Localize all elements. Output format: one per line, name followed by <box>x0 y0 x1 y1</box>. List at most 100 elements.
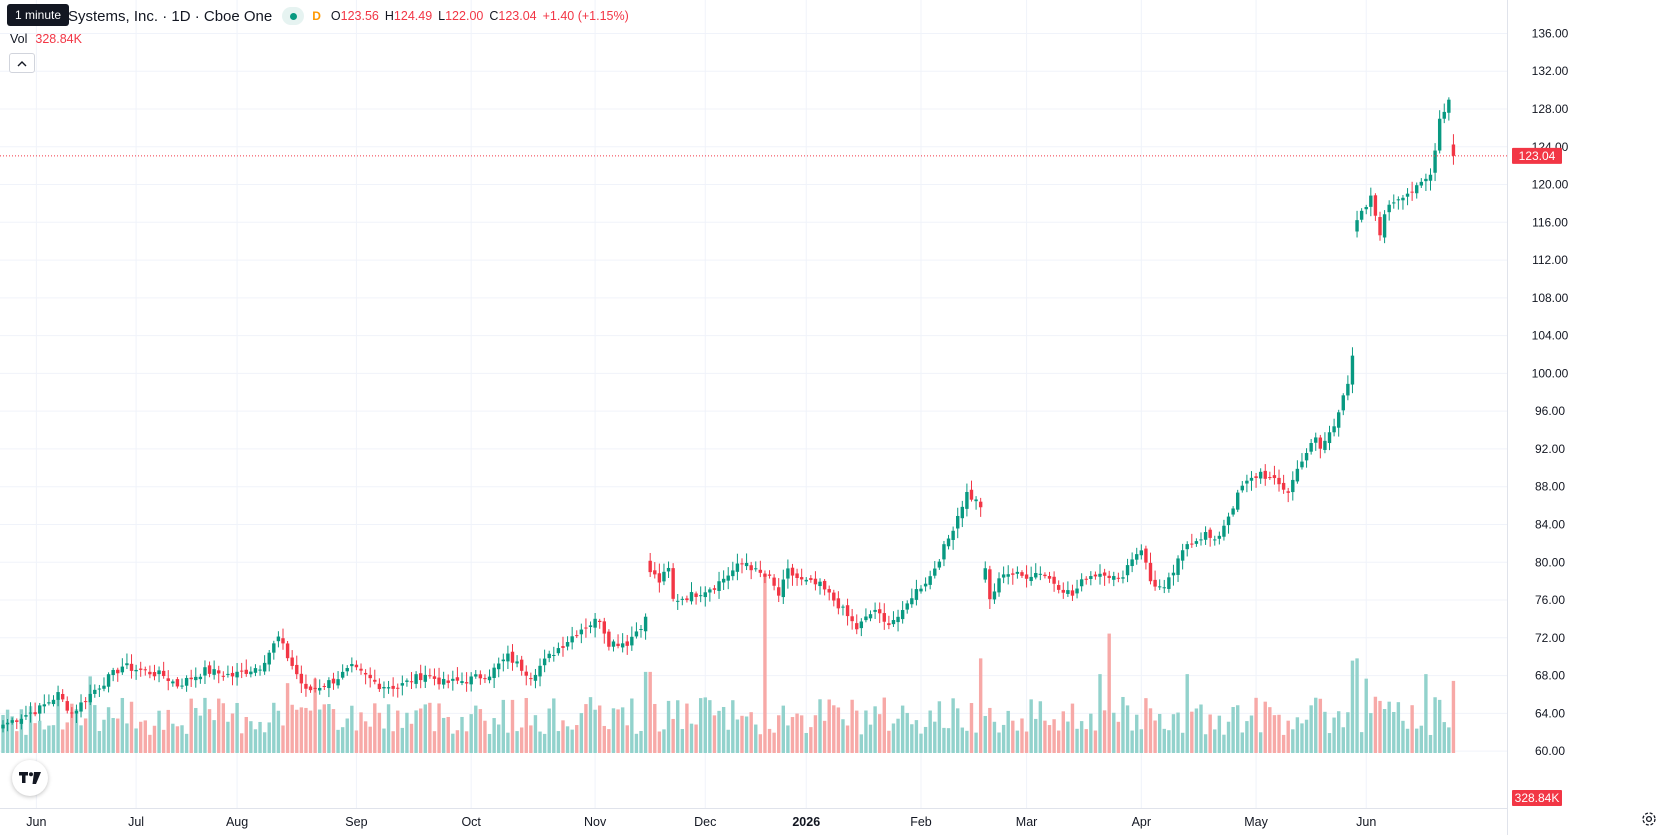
candle-body <box>441 678 446 685</box>
volume-bar <box>226 721 230 753</box>
volume-label[interactable]: Vol <box>10 32 28 46</box>
volume-bar <box>258 721 262 753</box>
volume-bar <box>1314 697 1318 753</box>
candle-body <box>129 663 134 671</box>
candle-body <box>396 687 400 689</box>
candle-body <box>896 616 900 623</box>
tradingview-logo-icon[interactable] <box>12 760 48 796</box>
candle-body <box>474 674 478 677</box>
volume-bar <box>497 724 501 753</box>
volume-bar <box>685 703 689 753</box>
candle-body <box>1217 535 1222 539</box>
candle-body <box>285 643 290 659</box>
candle-body <box>1070 590 1075 596</box>
candle-body <box>864 616 868 621</box>
last-volume-label: 328.84K <box>1515 791 1560 805</box>
candle-body <box>295 664 299 675</box>
candle-body <box>611 641 616 647</box>
candle-body <box>97 688 102 690</box>
candle-body <box>478 674 483 679</box>
volume-bar <box>758 734 763 753</box>
volume-bar <box>542 733 547 753</box>
candle-body <box>313 687 317 689</box>
volume-bar <box>818 699 822 753</box>
candle-body <box>781 579 785 598</box>
candle-body <box>1047 576 1052 579</box>
candle-body <box>827 589 831 593</box>
volume-bar <box>905 712 909 753</box>
volume-bar <box>1364 678 1368 753</box>
candle-body <box>620 643 625 648</box>
candle-body <box>992 591 997 600</box>
volume-bar <box>474 705 478 753</box>
volume-bar <box>460 716 464 753</box>
volume-bar <box>1263 701 1267 753</box>
collapse-legend-button[interactable] <box>9 53 35 73</box>
volume-bar <box>93 705 97 753</box>
volume-bar <box>726 729 730 753</box>
candle-body <box>841 606 845 608</box>
symbol-title[interactable]: Systems, Inc. · 1D · Cboe One <box>68 7 273 25</box>
candle-body <box>602 621 606 634</box>
volume-bar <box>1226 721 1231 753</box>
candle-body <box>194 676 198 681</box>
candle-body <box>1286 491 1290 493</box>
volume-bar <box>997 732 1001 753</box>
candle-body <box>501 659 506 662</box>
volume-bar <box>1130 730 1134 753</box>
x-tick-label: Sep <box>345 815 367 829</box>
candle-body <box>845 605 850 617</box>
volume-bar <box>721 706 726 753</box>
candle-body <box>969 489 974 500</box>
market-status[interactable] <box>282 7 305 25</box>
volume-bar <box>1020 718 1024 753</box>
volume-bar <box>308 710 313 753</box>
candle-body <box>519 659 524 671</box>
volume-bar <box>1359 732 1364 753</box>
volume-bar <box>960 727 965 753</box>
volume-bar <box>331 709 336 753</box>
volume-bar <box>598 705 602 753</box>
volume-bar <box>79 725 83 753</box>
ohlc-key: C <box>489 9 499 23</box>
volume-bar <box>1378 700 1382 753</box>
volume-bar <box>1309 705 1313 753</box>
volume-value: 328.84K <box>35 32 82 46</box>
volume-bar <box>634 733 639 753</box>
volume-bar <box>469 714 473 753</box>
candle-body <box>914 589 919 600</box>
volume-bar <box>515 731 519 753</box>
candle-body <box>639 628 643 630</box>
volume-bar <box>290 704 294 753</box>
volume-bar <box>377 712 382 753</box>
x-tick-label: 2026 <box>792 815 820 829</box>
candle-body <box>111 670 115 676</box>
volume-bar <box>143 720 147 753</box>
volume-bar <box>1240 732 1244 753</box>
candle-body <box>900 610 905 620</box>
volume-legend: Vol 328.84K <box>10 32 82 46</box>
candle-body <box>657 573 662 583</box>
candle-body <box>88 693 92 703</box>
candle-body <box>515 661 519 664</box>
candle-body <box>960 506 965 519</box>
last-price-label: 123.04 <box>1519 149 1556 163</box>
candle-body <box>542 658 547 666</box>
volume-bar <box>570 729 574 753</box>
volume-bar <box>900 705 905 753</box>
interval-badge[interactable]: D <box>312 9 321 23</box>
volume-bar <box>359 712 363 753</box>
volume-bar <box>630 698 634 753</box>
candle-body <box>262 662 267 672</box>
candle-body <box>409 681 414 683</box>
volume-bar <box>1323 711 1327 753</box>
candle-body <box>460 681 464 683</box>
candle-body <box>1 724 5 729</box>
volume-bar <box>845 725 850 753</box>
volume-bar <box>841 719 845 753</box>
candle-body <box>239 670 244 672</box>
volume-bar <box>1038 701 1043 753</box>
settings-icon[interactable] <box>1640 810 1658 828</box>
candle-body <box>988 569 992 600</box>
